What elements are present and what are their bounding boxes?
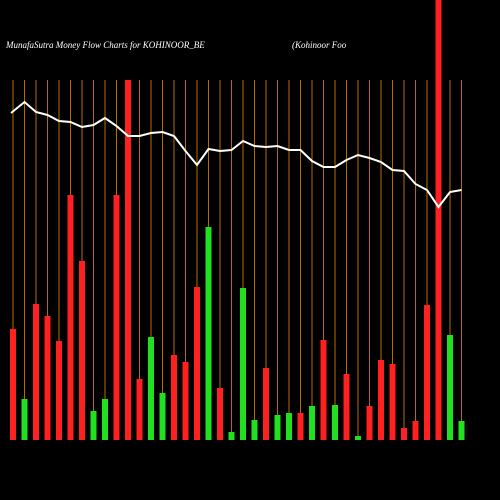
bar [240,288,246,440]
bar [458,421,465,440]
money-flow-line [10,100,462,209]
bar [389,364,396,440]
bar [263,368,269,440]
bar [435,0,442,440]
bar [148,337,154,440]
bar [424,305,430,440]
bar [297,413,304,440]
bar [136,379,143,440]
bar [274,415,281,440]
bar [378,360,384,440]
bar [79,261,85,440]
bar [366,406,373,440]
bar [125,80,131,440]
bar [412,421,419,440]
bar [447,335,453,440]
bar [33,304,39,440]
bar [320,340,327,440]
chart-title: MunafaSutra Money Flow Charts for KOHINO… [5,40,205,50]
bar [56,341,62,440]
bar [113,195,120,440]
bar [159,393,166,440]
bar [401,428,407,440]
bar [205,227,212,440]
bar [355,436,361,440]
bar [309,406,315,440]
bar [217,388,223,440]
bar [10,329,16,440]
bar [171,355,177,440]
bar [44,316,51,440]
bar [67,195,74,440]
bar [343,374,350,440]
bar [102,399,108,440]
bar [286,413,292,440]
bar [21,399,28,440]
bar [90,411,97,440]
bar [194,287,200,440]
bar [332,405,338,440]
chart-subtitle: (Kohinoor Foo [292,40,347,50]
bar [251,420,258,440]
bar [228,432,235,440]
bar [182,362,189,440]
